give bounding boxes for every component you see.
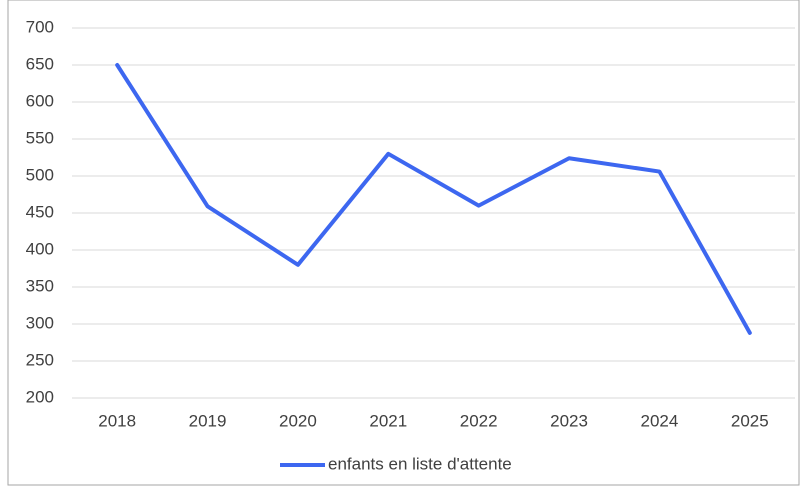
x-tick-label: 2024 — [641, 411, 679, 430]
legend-label: enfants en liste d'attente — [328, 454, 512, 473]
y-tick-label: 200 — [26, 387, 54, 406]
x-tick-label: 2023 — [550, 411, 588, 430]
y-tick-label: 350 — [26, 276, 54, 295]
x-tick-label: 2018 — [98, 411, 136, 430]
chart-frame — [7, 0, 800, 486]
x-tick-label: 2019 — [189, 411, 227, 430]
x-tick-label: 2022 — [460, 411, 498, 430]
y-tick-label: 650 — [26, 54, 54, 73]
y-tick-label: 300 — [26, 313, 54, 332]
x-tick-label: 2025 — [731, 411, 769, 430]
y-tick-label: 500 — [26, 165, 54, 184]
x-tick-label: 2020 — [279, 411, 317, 430]
y-tick-label: 700 — [26, 17, 54, 36]
x-tick-label: 2021 — [369, 411, 407, 430]
y-tick-label: 250 — [26, 350, 54, 369]
y-tick-label: 550 — [26, 128, 54, 147]
data-line — [115, 63, 752, 335]
y-tick-label: 450 — [26, 202, 54, 221]
y-tick-label: 400 — [26, 239, 54, 258]
y-tick-label: 600 — [26, 91, 54, 110]
